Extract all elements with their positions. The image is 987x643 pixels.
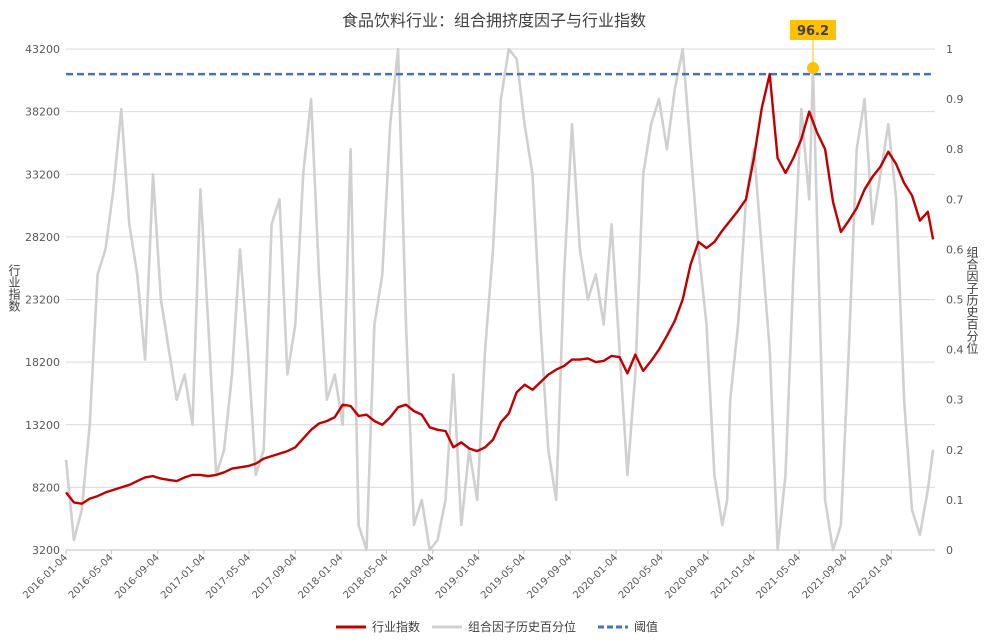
chart-title: 食品饮料行业：组合拥挤度因子与行业指数: [342, 11, 646, 30]
y-tick-label-left: 23200: [25, 294, 60, 307]
series-line-0: [65, 72, 935, 505]
y-axis-title-left: 行业指数: [7, 264, 21, 313]
y-tick-label-right: 0.8: [946, 143, 964, 156]
y-tick-label-left: 8200: [32, 481, 60, 494]
x-tick-label: 2016-09-04: [113, 552, 162, 601]
right-axis-ticks: 1 0.9 0.8 0.7 0.6 0.5 0.4 0.3 0.2 0.1 0: [946, 43, 964, 557]
y-axis-label-right: 组合因子历史百分位: [965, 246, 979, 354]
x-tick-label: 2017-01-04: [159, 552, 208, 601]
y-tick-label-left: 3200: [32, 544, 60, 557]
y-tick-label-right: 0.7: [946, 193, 964, 206]
legend-label-1: 组合因子历史百分位: [468, 619, 576, 634]
y-tick-label-right: 0: [946, 544, 953, 557]
y-tick-label-right: 1: [946, 43, 953, 56]
left-axis-ticks: 43200 38200 33200 28200 23200 18200 13200 8200 3…: [25, 43, 60, 557]
x-tick-label: 2019-01-04: [434, 552, 483, 601]
x-tick-label: 2020-01-04: [571, 552, 620, 601]
series-layer: [64, 47, 935, 552]
y-tick-label-left: 28200: [25, 231, 60, 244]
y-tick-label-left: 33200: [25, 168, 60, 181]
x-tick-label: 2018-09-04: [388, 552, 437, 601]
y-tick-label-right: 0.3: [946, 394, 964, 407]
annotation-box: [790, 20, 837, 40]
x-tick-label: 2022-01-04: [847, 552, 896, 601]
legend: 行业指数 组合因子历史百分位 阈值: [336, 619, 658, 634]
x-tick-label: 2018-05-04: [342, 552, 391, 601]
legend-label-2: 阈值: [634, 619, 658, 634]
y-tick-label-left: 18200: [25, 356, 60, 369]
y-tick-label-right: 0.9: [946, 93, 964, 106]
x-tick-label: 2019-09-04: [525, 552, 574, 601]
x-tick-label: 2020-09-04: [663, 552, 712, 601]
x-tick-label: 2016-05-04: [67, 552, 116, 601]
x-tick-label: 2019-05-04: [479, 552, 528, 601]
x-tick-label: 2021-09-04: [801, 552, 850, 601]
x-tick-label: 2021-01-04: [709, 552, 758, 601]
y-tick-label-left: 13200: [25, 419, 60, 432]
x-tick-label: 2017-09-04: [251, 552, 300, 601]
y-tick-label-right: 0.4: [946, 344, 964, 357]
annotation-layer: 96.2: [790, 20, 837, 75]
y-tick-label-right: 0.1: [946, 494, 964, 507]
x-tick-label: 2016-01-04: [21, 552, 70, 601]
y-tick-label-right: 0.2: [946, 444, 964, 457]
legend-label-0: 行业指数: [372, 619, 420, 634]
annotation-label: 96.2: [797, 24, 829, 39]
annotation-marker: [807, 62, 820, 75]
x-tick-label: 2020-05-04: [617, 552, 666, 601]
y-tick-label-right: 0.6: [946, 243, 964, 256]
series-line-1: [64, 47, 935, 552]
y-axis-title-right: 组合因子历史百分位: [965, 246, 979, 354]
x-tick-label: 2018-01-04: [296, 552, 345, 601]
x-axis-ticks: 2016-01-042016-05-042016-09-042017-01-04…: [21, 550, 895, 601]
x-tick-label: 2021-05-04: [754, 552, 803, 601]
x-tick-label: 2017-05-04: [204, 552, 253, 601]
y-tick-label-left: 38200: [25, 106, 60, 119]
y-tick-label-left: 43200: [25, 43, 60, 56]
y-axis-label-left: 行业指数: [7, 264, 21, 313]
y-tick-label-right: 0.5: [946, 294, 964, 307]
